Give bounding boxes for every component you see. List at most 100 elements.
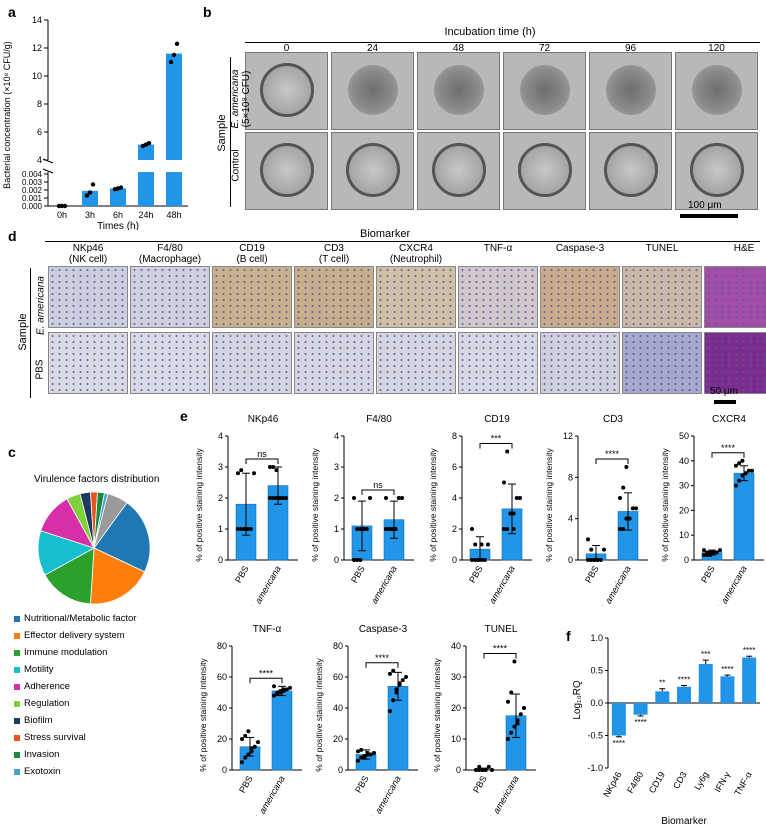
data-point [750,468,754,473]
bar [655,691,670,703]
data-point [482,558,487,562]
x-tick-label: E. americana [252,774,287,816]
data-point [586,537,590,542]
spheroid [606,65,656,115]
x-tick-label: 48h [166,210,181,220]
histology-image [540,332,620,394]
data-point [391,698,396,703]
data-point [168,59,174,65]
sample-axis-line-d [30,268,31,398]
data-point [396,496,401,500]
spheroid-image [589,52,672,130]
legend-item: Immune modulation [14,648,107,659]
significance-label: **** [493,644,508,654]
data-point [476,558,481,562]
y-tick-label: 8 [37,99,42,109]
panel-c: Virulence factors distribution Nutrition… [14,466,189,796]
data-point [400,678,405,683]
legend-item: Effector delivery system [14,631,125,642]
y-axis-label: % of positive staining intensity [314,658,324,772]
data-point [239,468,244,473]
spheroid-image [589,132,672,210]
data-point [486,542,490,547]
data-point [512,659,517,664]
chart-title: Caspase-3 [359,624,408,635]
y-tick-label: 40 [451,641,461,651]
data-point [522,706,526,710]
chart-e-7: TUNEL 0 10 20 30 40 % of positive staining int… [432,624,536,816]
y-tick-label: 10 [32,71,42,81]
y-tick-label: 2 [334,493,339,503]
data-point [483,768,488,772]
histology-image [622,266,702,328]
time-label: 96 [624,43,637,54]
legend-item: Biofilm [14,716,53,727]
bar [138,144,154,160]
pie-chart [37,491,151,605]
histology-image [294,266,374,328]
data-point [595,558,600,562]
data-point [90,182,96,187]
y-tick-label: 80 [217,641,227,651]
data-point [236,471,240,476]
data-point [515,721,520,726]
y-tick-label: 0.003 [22,178,43,187]
legend-item: Adherence [14,682,70,693]
chart-e-6: Caspase-3 0 20 40 60 80 % of positive staining… [314,624,418,816]
data-point [246,752,251,757]
spheroid [260,63,314,117]
panel-label-f: f [566,628,571,644]
histology-image [622,332,702,394]
time-label: 24 [366,43,379,54]
biomarker-label: CD19 (B cell) [212,243,292,265]
y-tick-label: 0 [452,555,457,565]
data-point [589,558,594,562]
data-point [384,496,388,500]
row-label-control: Control [230,149,242,182]
data-point [708,553,713,558]
data-point [239,527,244,531]
significance-label: **** [743,646,755,655]
histology-image [48,266,128,328]
legend-swatch [14,769,20,775]
data-point [705,550,710,555]
legend-swatch [14,650,20,656]
significance-label: **** [613,739,625,748]
y-tick-label: 0.004 [22,170,43,179]
y-axis-label: % of positive staining intensity [198,658,208,772]
biomarker-name: CXCR4 [399,243,433,254]
y-tick-label: 10 [679,530,689,540]
biomarker-cell-type: (Neutrophil) [389,254,443,265]
data-point [505,527,510,531]
data-point [118,185,124,190]
data-point [743,471,748,476]
time-label: 72 [538,43,551,54]
scalebar-label: 100 μm [688,200,722,211]
panel-d: Biomarker NKp46 (NK cell) F4/80 (Macrophage… [17,228,766,410]
x-tick-label: PBS [467,564,485,585]
data-point [394,690,399,695]
y-axis-label: % of positive staining intensity [428,448,438,562]
data-point [359,755,364,760]
chart-title: F4/80 [366,414,392,425]
data-point [355,527,360,531]
significance-bracket [479,443,513,449]
data-point [268,465,272,469]
biomarker-cell-type: (NK cell) [68,254,108,265]
significance-label: **** [605,449,620,459]
data-point [243,755,248,760]
y-tick-label: 12 [32,43,42,53]
data-point [502,480,506,485]
bar-lower-segment [138,172,154,206]
legend-label: Regulation [24,698,70,709]
significance-bracket [595,458,629,464]
biomarker-cell-type: (B cell) [236,254,268,265]
data-point [514,496,519,500]
data-point [618,527,622,531]
axis-break-mark [42,168,54,174]
biomarker-name: Caspase-3 [555,243,605,254]
data-point [387,527,392,531]
spheroid [604,143,658,197]
data-point [474,768,478,772]
data-point [506,737,510,741]
